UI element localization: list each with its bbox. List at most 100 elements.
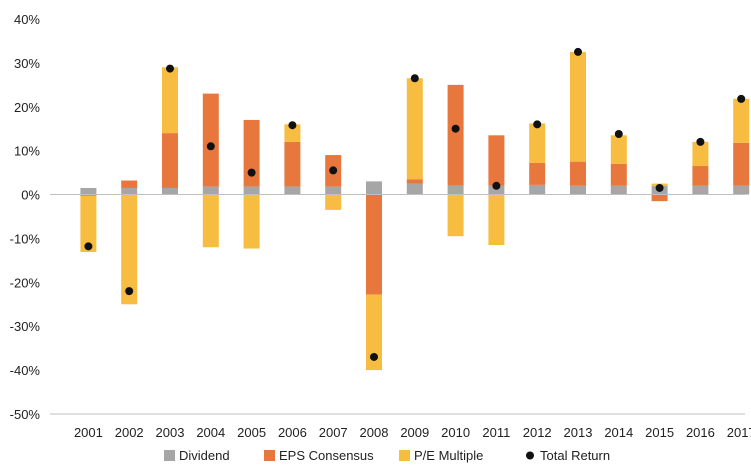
bar-segment-dividend-2008: [366, 181, 382, 195]
total-return-dot-2017: [737, 94, 746, 103]
y-tick-label: 0%: [21, 188, 40, 203]
bar-segment-eps-consensus-2016: [692, 166, 709, 186]
total-return-dot-2014: [614, 129, 623, 138]
x-tick-label: 2010: [441, 425, 470, 440]
bar-segment-p-e-multiple-2011: [488, 194, 505, 246]
total-return-dot-2009: [410, 74, 419, 83]
bar-segment-dividend-2001: [80, 187, 97, 195]
total-return-dot-2003: [166, 64, 174, 73]
bar-segment-p-e-multiple-2017: [733, 98, 750, 143]
y-tick-label: -30%: [10, 319, 41, 334]
legend-label-p-e-multiple: P/E Multiple: [414, 448, 483, 463]
bar-segment-p-e-multiple-2005: [243, 194, 260, 249]
bar-segment-eps-consensus-2011: [488, 135, 505, 186]
legend-swatch-p-e-multiple: [399, 450, 410, 461]
bar-segment-dividend-2010: [447, 185, 464, 195]
total-return-dot-2001: [84, 242, 93, 251]
bar-segment-p-e-multiple-2012: [529, 123, 546, 163]
bar-segment-eps-consensus-2015: [651, 194, 668, 202]
bar-segment-p-e-multiple-2013: [570, 51, 586, 162]
legend-swatch-dividend: [164, 450, 175, 461]
bar-segment-dividend-2017: [733, 185, 750, 195]
bar-segment-dividend-2005: [243, 186, 260, 195]
y-tick-label: -50%: [10, 407, 41, 422]
total-return-dot-2007: [329, 166, 338, 175]
bar-segment-eps-consensus-2001: [80, 194, 97, 196]
bar-segment-p-e-multiple-2002: [121, 194, 138, 305]
total-return-dot-2011: [492, 181, 501, 190]
x-tick-label: 2005: [237, 425, 266, 440]
bar-segment-dividend-2014: [610, 185, 627, 195]
bar-segment-eps-consensus-2010: [447, 84, 464, 186]
total-return-dot-2015: [655, 183, 664, 192]
bar-segment-p-e-multiple-2001: [80, 195, 97, 253]
bar-segment-eps-consensus-2012: [529, 162, 546, 185]
x-tick-label: 2009: [400, 425, 429, 440]
bar-segment-p-e-multiple-2004: [202, 194, 219, 248]
x-tick-label: 2008: [360, 425, 389, 440]
total-return-dot-2002: [125, 287, 134, 296]
bar-segment-dividend-2016: [692, 185, 709, 195]
bar-segment-p-e-multiple-2010: [447, 194, 464, 237]
legend-swatch-eps-consensus: [264, 450, 275, 461]
x-tick-label: 2001: [74, 425, 103, 440]
total-return-dot-2008: [370, 352, 378, 361]
bar-segment-p-e-multiple-2009: [406, 78, 423, 180]
x-tick-label: 2002: [115, 425, 144, 440]
x-tick-label: 2016: [686, 425, 715, 440]
x-axis: 2001 2002 2003 2004 2005 2006 2007 2008 2009 2010…: [50, 413, 751, 440]
bar-segment-p-e-multiple-2008: [366, 294, 382, 371]
y-tick-label: -20%: [10, 275, 41, 290]
legend-label-dividend: Dividend: [179, 448, 230, 463]
y-tick-label: -40%: [10, 363, 41, 378]
bar-segment-p-e-multiple-2003: [162, 67, 178, 134]
bars: [80, 51, 750, 371]
y-tick-label: 30%: [14, 56, 40, 71]
total-return-dot-2006: [288, 121, 297, 130]
total-return-dot-2013: [574, 47, 582, 56]
total-return-dot-2010: [451, 124, 460, 133]
x-tick-label: 2011: [482, 425, 510, 440]
bar-segment-dividend-2007: [325, 186, 342, 195]
bar-segment-eps-consensus-2017: [733, 142, 750, 186]
bar-segment-eps-consensus-2014: [610, 163, 627, 186]
bar-segment-dividend-2002: [121, 187, 138, 195]
x-tick-label: 2012: [523, 425, 552, 440]
bar-segment-dividend-2004: [202, 186, 219, 195]
bar-segment-p-e-multiple-2006: [284, 124, 301, 142]
total-return-dot-2005: [247, 168, 256, 177]
y-tick-label: 10%: [14, 144, 40, 159]
total-return-dot-2004: [206, 142, 215, 151]
legend-label-total-return: Total Return: [540, 448, 610, 463]
bar-segment-eps-consensus-2003: [162, 133, 178, 188]
legend-label-eps-consensus: EPS Consensus: [279, 448, 374, 463]
x-tick-label: 2015: [645, 425, 674, 440]
bar-segment-dividend-2003: [162, 187, 178, 195]
bar-segment-eps-consensus-2008: [366, 194, 382, 295]
bar-segment-p-e-multiple-2016: [692, 141, 709, 167]
y-tick-label: 20%: [14, 100, 40, 115]
y-axis: -50% -40% -30% -20% -10% 0% 10% 20% 30% 40%: [10, 12, 41, 422]
x-tick-label: 2004: [196, 425, 225, 440]
bar-segment-p-e-multiple-2014: [610, 135, 627, 164]
bar-segment-dividend-2013: [570, 185, 586, 195]
bar-segment-dividend-2006: [284, 186, 301, 195]
x-tick-label: 2013: [564, 425, 593, 440]
x-tick-label: 2006: [278, 425, 307, 440]
y-tick-label: 40%: [14, 12, 40, 27]
bar-segment-eps-consensus-2002: [121, 180, 138, 188]
total-return-markers: [84, 47, 746, 361]
legend: Dividend EPS Consensus P/E Multiple Total R…: [164, 448, 610, 463]
x-tick-label: 2007: [319, 425, 348, 440]
bar-segment-dividend-2011: [488, 185, 505, 195]
x-tick-label: 2017: [727, 425, 751, 440]
x-tick-label: 2014: [604, 425, 633, 440]
y-tick-label: -10%: [10, 231, 41, 246]
bar-segment-eps-consensus-2006: [284, 141, 301, 187]
bar-segment-eps-consensus-2009: [406, 179, 423, 184]
x-tick-label: 2003: [156, 425, 185, 440]
bar-segment-eps-consensus-2005: [243, 119, 260, 187]
total-return-dot-2016: [696, 137, 705, 146]
total-return-dot-2012: [533, 120, 542, 129]
